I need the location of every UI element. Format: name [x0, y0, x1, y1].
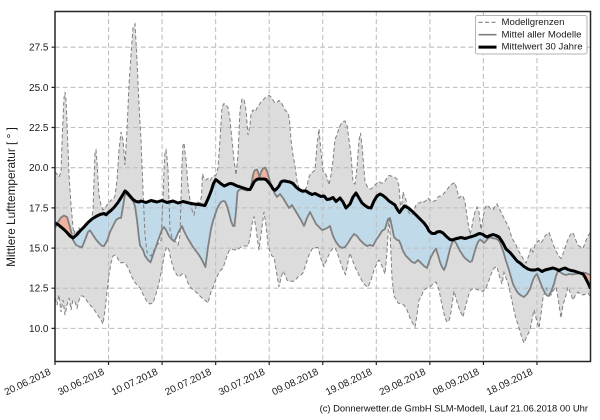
svg-text:Modellgrenzen: Modellgrenzen — [502, 17, 565, 28]
svg-text:Mittel aller Modelle: Mittel aller Modelle — [502, 29, 582, 40]
svg-text:25.0: 25.0 — [29, 83, 49, 94]
svg-text:10.0: 10.0 — [29, 324, 49, 335]
svg-text:12.5: 12.5 — [29, 284, 49, 295]
svg-text:22.5: 22.5 — [29, 123, 49, 134]
svg-text:Mittlere Lufttemperatur [ ° ]: Mittlere Lufttemperatur [ ° ] — [4, 127, 18, 267]
svg-text:17.5: 17.5 — [29, 203, 49, 214]
svg-text:27.5: 27.5 — [29, 43, 49, 54]
svg-text:Mittelwert 30 Jahre: Mittelwert 30 Jahre — [502, 42, 583, 53]
svg-text:15.0: 15.0 — [29, 244, 49, 255]
svg-text:20.0: 20.0 — [29, 163, 49, 174]
svg-text:(c) Donnerwetter.de GmbH SLM-M: (c) Donnerwetter.de GmbH SLM-Modell, Lau… — [320, 403, 588, 414]
